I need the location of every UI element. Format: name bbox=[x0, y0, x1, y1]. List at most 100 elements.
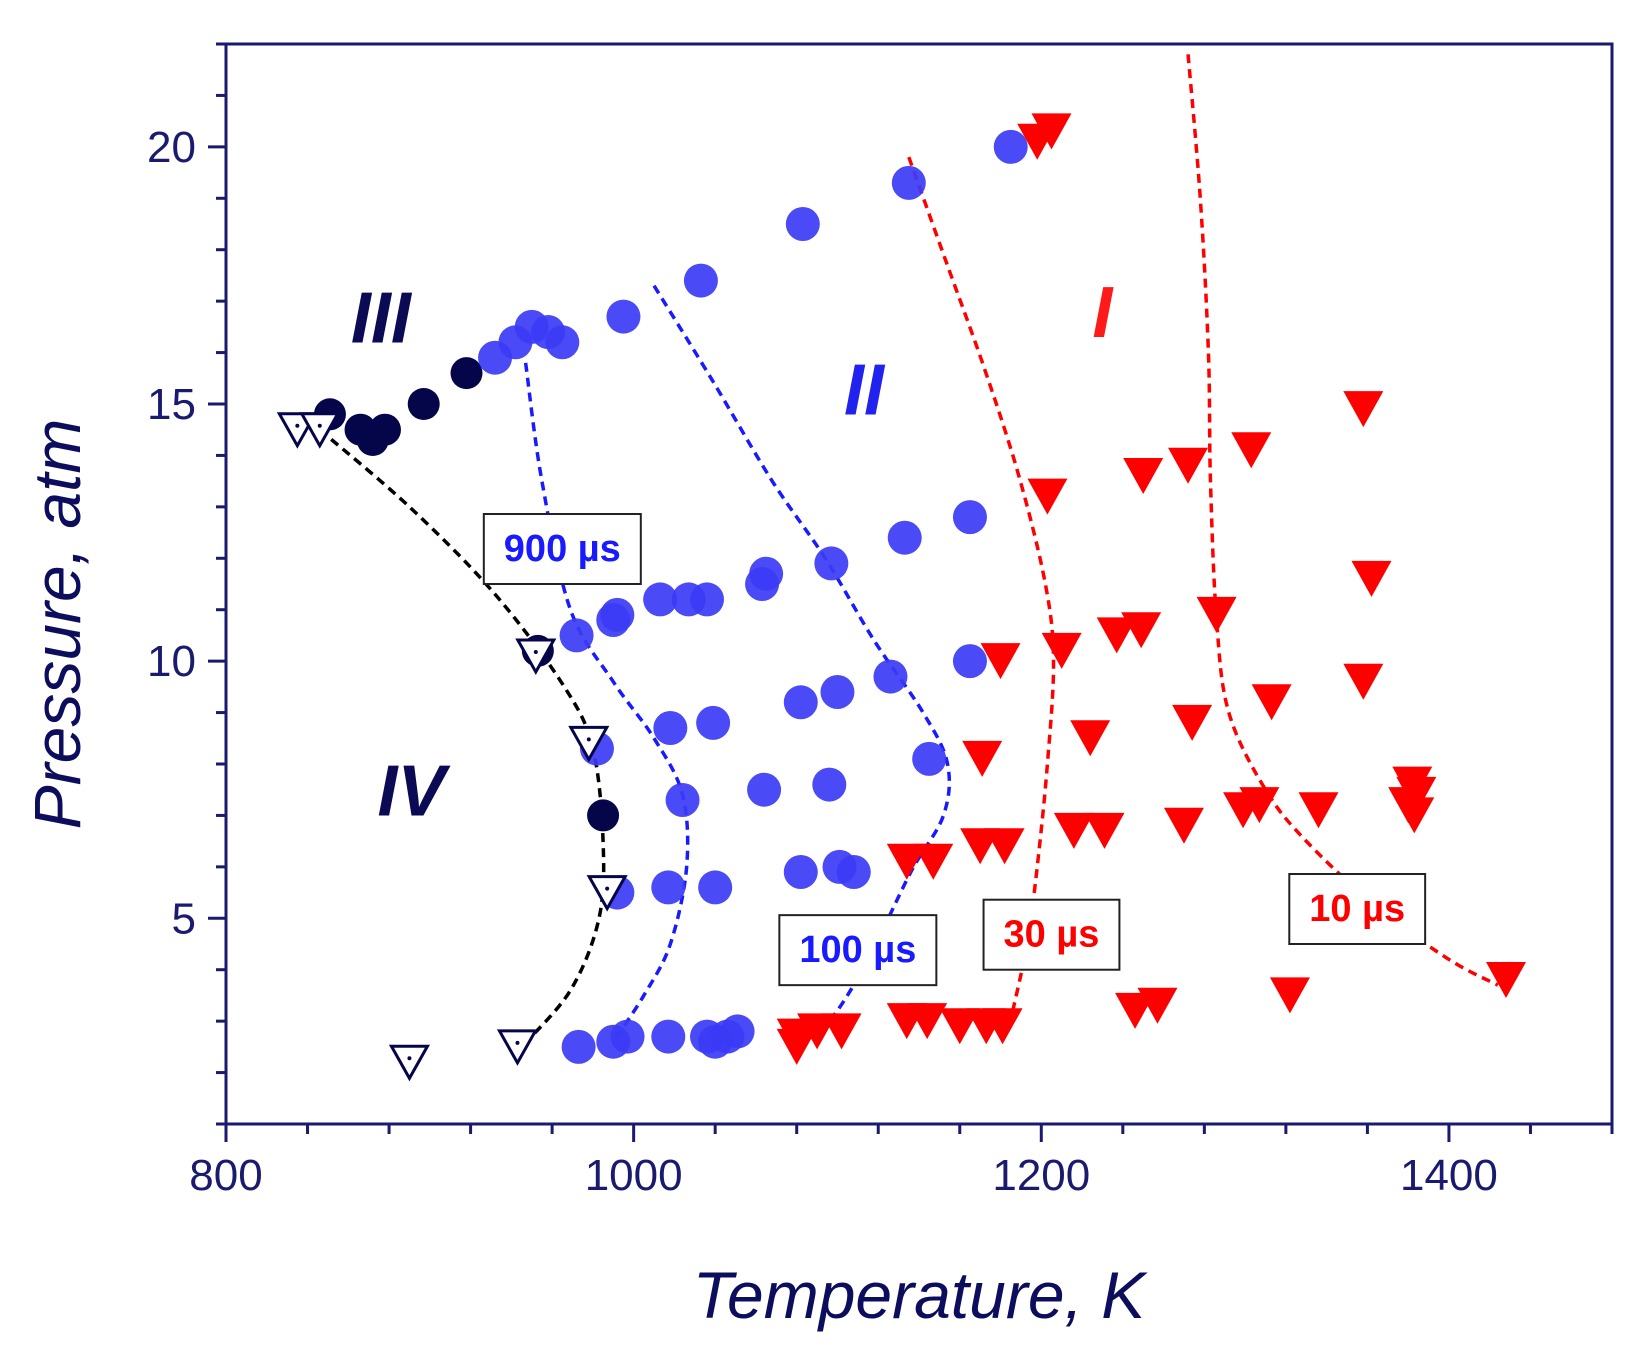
blue-circle-point bbox=[887, 520, 922, 555]
red-triangle-point bbox=[966, 1008, 1007, 1045]
blue-circle-point bbox=[747, 772, 782, 807]
curve-label: 30 µs bbox=[1004, 914, 1100, 956]
red-triangle-point bbox=[1053, 812, 1094, 849]
blue-circle-point bbox=[820, 675, 855, 709]
blue-circle-point bbox=[651, 1019, 686, 1054]
curve-label-box bbox=[482, 513, 642, 585]
blue-circle-point bbox=[690, 1019, 725, 1054]
dark-circle-point bbox=[368, 413, 401, 446]
blue-circle-point bbox=[643, 582, 678, 617]
x-tick-label: 1000 bbox=[585, 1151, 683, 1200]
red-triangle-point bbox=[1096, 617, 1137, 654]
red-triangle-point bbox=[886, 1003, 927, 1040]
curve-label: 900 µs bbox=[504, 528, 621, 570]
open-triangle-point bbox=[299, 412, 341, 449]
red-triangle-point bbox=[960, 828, 1001, 865]
blue-circle-point bbox=[651, 870, 686, 905]
open-triangle-point bbox=[586, 875, 628, 912]
red-triangle-point bbox=[1041, 632, 1082, 669]
blue-circle-point bbox=[596, 603, 631, 637]
red-triangle-point bbox=[1343, 663, 1384, 700]
blue-circle-point bbox=[745, 567, 780, 601]
open-triangle-dot bbox=[605, 886, 610, 891]
region-label: III bbox=[351, 278, 413, 358]
y-tick-label: 5 bbox=[172, 894, 196, 943]
blue-circle-point bbox=[785, 207, 820, 241]
open-triangle-point bbox=[388, 1044, 431, 1082]
red-triangle-point bbox=[1027, 478, 1068, 515]
blue-circle-point bbox=[783, 855, 818, 889]
region-label: IV bbox=[377, 751, 451, 831]
open-triangle-point bbox=[515, 638, 557, 676]
blue-circle-point bbox=[952, 500, 987, 535]
x-tick-label: 800 bbox=[189, 1151, 262, 1200]
blue-circle-point bbox=[606, 299, 641, 334]
red-triangle-point bbox=[886, 843, 927, 880]
region-label: I bbox=[1092, 273, 1114, 353]
red-triangle-point bbox=[980, 643, 1021, 680]
iso-curve bbox=[523, 362, 690, 1043]
x-tick-label: 1400 bbox=[1400, 1151, 1498, 1200]
x-axis-title: Temperature, K bbox=[693, 1258, 1148, 1332]
red-triangle-point bbox=[1269, 977, 1310, 1014]
blue-circle-point bbox=[671, 582, 706, 617]
red-triangle-point bbox=[1172, 704, 1213, 741]
blue-circle-point bbox=[783, 685, 818, 720]
blue-circle-point bbox=[873, 659, 908, 694]
curve-label: 100 µs bbox=[799, 929, 916, 971]
dark-circle-point bbox=[450, 357, 483, 390]
blue-circle-point bbox=[993, 129, 1028, 164]
curve-label: 10 µs bbox=[1309, 888, 1405, 930]
blue-circle-point bbox=[812, 767, 847, 802]
blue-circle-point bbox=[559, 618, 594, 653]
red-triangle-point bbox=[1231, 432, 1272, 469]
open-triangle-point bbox=[568, 725, 610, 763]
red-triangle-point bbox=[939, 1008, 980, 1045]
y-axis-title: Pressure, atm bbox=[20, 419, 94, 830]
blue-circle-point bbox=[683, 263, 718, 298]
blue-circle-point bbox=[653, 711, 688, 745]
red-triangle-point bbox=[1223, 792, 1264, 829]
red-triangle-point bbox=[776, 1028, 817, 1065]
red-triangle-point bbox=[1163, 807, 1204, 844]
red-triangle-point bbox=[1123, 458, 1164, 494]
red-triangle-point bbox=[1196, 596, 1237, 633]
blue-circle-point bbox=[891, 165, 926, 200]
iso-curve bbox=[652, 284, 952, 1044]
y-tick-label: 20 bbox=[147, 123, 196, 172]
y-tick-label: 15 bbox=[147, 380, 196, 429]
curve-label-box bbox=[982, 898, 1121, 971]
blue-circle-point bbox=[698, 870, 733, 905]
y-tick-label: 10 bbox=[147, 637, 196, 686]
open-triangle-dot bbox=[515, 1040, 520, 1045]
red-triangle-point bbox=[1070, 720, 1111, 757]
blue-circle-point bbox=[912, 741, 947, 776]
red-triangle-point bbox=[1084, 812, 1125, 849]
blue-circle-point bbox=[814, 546, 849, 581]
red-triangle-point bbox=[1486, 962, 1527, 998]
blue-circle-point bbox=[596, 1024, 631, 1059]
blue-circle-point bbox=[836, 855, 871, 889]
red-triangle-point bbox=[1017, 123, 1058, 160]
region-label: II bbox=[844, 350, 886, 430]
red-triangle-point bbox=[962, 740, 1003, 777]
dark-circle-point bbox=[407, 388, 440, 420]
red-triangle-point bbox=[1343, 391, 1384, 428]
red-triangle-point bbox=[1251, 684, 1292, 721]
red-triangle-point bbox=[1298, 792, 1339, 829]
blue-circle-point bbox=[952, 644, 987, 679]
open-triangle-dot bbox=[295, 423, 300, 428]
open-triangle-point bbox=[496, 1029, 539, 1066]
red-triangle-point bbox=[1394, 797, 1435, 834]
red-triangle-point bbox=[913, 843, 954, 880]
ticks-layer: 800 1000 1200 1400 5 10 15 20 bbox=[147, 42, 1614, 1200]
curve-label-box bbox=[1288, 873, 1427, 945]
blue-circle-point bbox=[665, 783, 700, 817]
red-triangle-point bbox=[1168, 447, 1209, 484]
curve-label-box bbox=[778, 914, 938, 987]
points-layer bbox=[276, 113, 1527, 1082]
open-triangle-dot bbox=[407, 1056, 412, 1061]
plot-frame bbox=[224, 42, 1614, 1126]
